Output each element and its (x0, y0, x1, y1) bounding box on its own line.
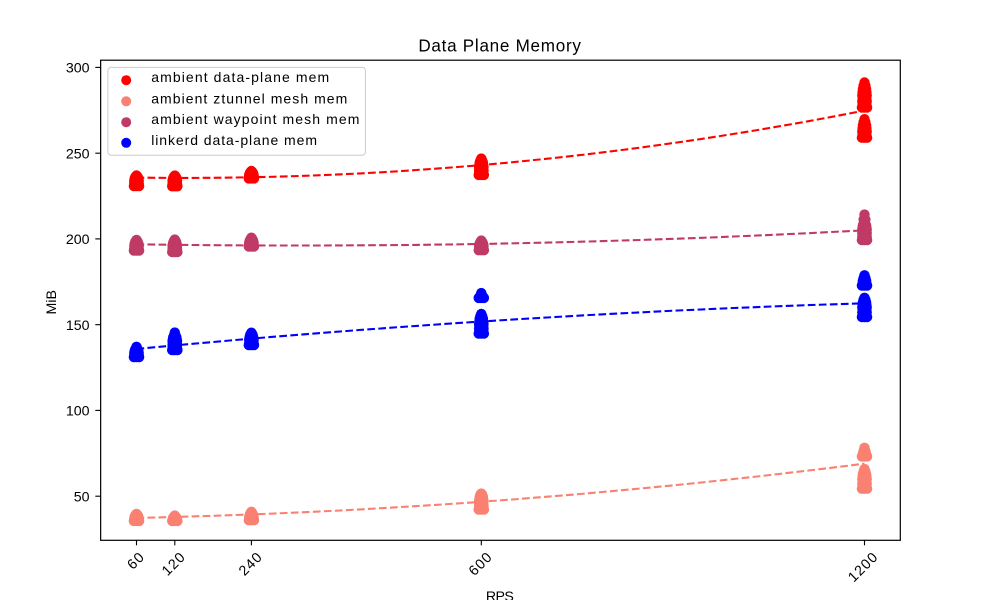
svg-text:MiB: MiB (44, 290, 60, 314)
svg-text:linkerd data-plane mem: linkerd data-plane mem (151, 132, 318, 148)
svg-text:150: 150 (66, 318, 90, 334)
svg-text:200: 200 (66, 232, 90, 248)
svg-text:ambient ztunnel mesh mem: ambient ztunnel mesh mem (151, 90, 348, 106)
svg-text:100: 100 (66, 404, 90, 420)
svg-text:300: 300 (66, 61, 90, 77)
svg-text:RPS: RPS (486, 589, 514, 600)
svg-text:ambient waypoint mesh mem: ambient waypoint mesh mem (151, 111, 360, 127)
svg-text:50: 50 (74, 489, 90, 505)
svg-text:250: 250 (66, 146, 90, 162)
svg-text:Data Plane Memory: Data Plane Memory (418, 37, 581, 56)
svg-text:ambient data-plane mem: ambient data-plane mem (151, 69, 330, 85)
